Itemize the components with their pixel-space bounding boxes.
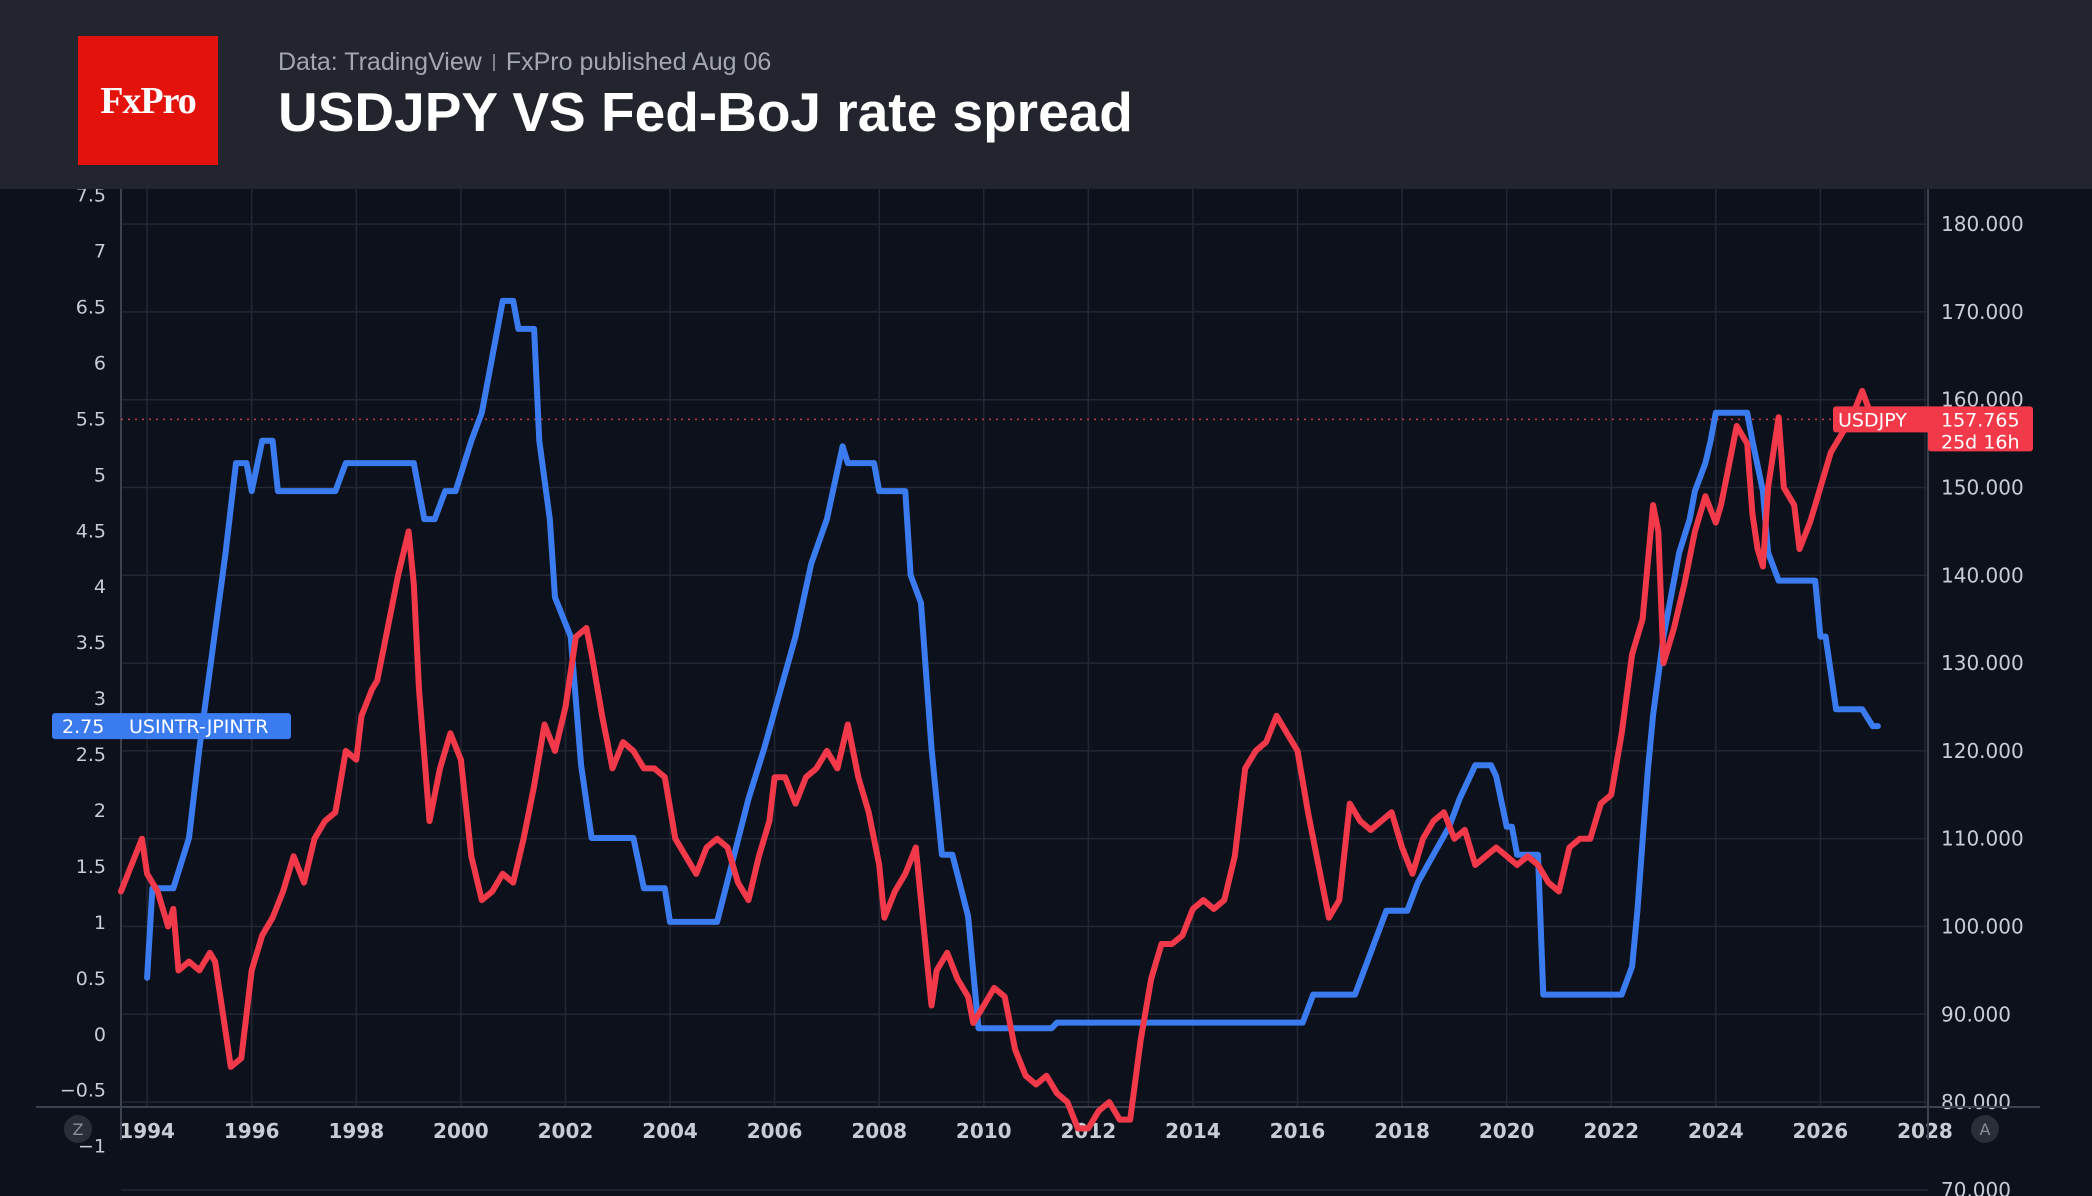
line-chart: 1994 1996 1998 2000 2002 2004 2006 2008 2010 2012… — [36, 189, 2040, 1196]
x-tick-2006: 2006 — [747, 1119, 803, 1143]
right-tick-1: 170.000 — [1941, 300, 2024, 324]
usdjpy-price-label: USDJPY 157.765 25d 16h — [1833, 406, 2033, 453]
left-tick-7: 4 — [94, 576, 106, 598]
right-tick-0: 180.000 — [1941, 212, 2024, 236]
left-tick-2: 6.5 — [76, 296, 106, 318]
left-tick-4: 5.5 — [76, 408, 106, 430]
logo-text: FxPro — [100, 79, 197, 122]
x-axis-ticks: 1994 1996 1998 2000 2002 2004 2006 2008 2010 2012… — [119, 1119, 1952, 1143]
left-tick-13: 1 — [94, 912, 106, 934]
x-tick-2008: 2008 — [851, 1119, 907, 1143]
right-tick-10: 80.000 — [1941, 1090, 2011, 1114]
right-tick-3: 150.000 — [1941, 476, 2024, 500]
left-tick-12: 1.5 — [76, 856, 106, 878]
left-tick-14: 0.5 — [76, 968, 106, 990]
published-date: FxPro published Aug 06 — [505, 48, 772, 76]
grid-lines — [121, 189, 1928, 1191]
left-tick-9: 3 — [94, 688, 106, 710]
usdjpy-last-value: 157.765 — [1941, 409, 2020, 431]
fxpro-logo: FxPro — [78, 36, 218, 165]
left-tick-1: 7 — [94, 241, 106, 263]
right-tick-8: 100.000 — [1941, 914, 2024, 938]
x-tick-2014: 2014 — [1165, 1119, 1221, 1143]
usdjpy-bar-countdown: 25d 16h — [1941, 431, 2020, 453]
x-tick-2016: 2016 — [1270, 1119, 1326, 1143]
x-tick-2022: 2022 — [1583, 1119, 1639, 1143]
usintr-jpintr-price-label: 2.75 USINTR-JPINTR — [52, 713, 291, 740]
left-tick-6: 4.5 — [76, 520, 106, 542]
right-tick-5: 130.000 — [1941, 651, 2024, 675]
publication-info: Data: TradingView FxPro published Aug 06 — [278, 48, 771, 77]
x-tick-2028: 2028 — [1897, 1119, 1953, 1143]
scale-button-right-label: A — [1980, 1120, 1991, 1139]
x-tick-2002: 2002 — [538, 1119, 594, 1143]
x-tick-2004: 2004 — [642, 1119, 698, 1143]
left-axis-ticks: 7.5 7 6.5 6 5.5 5 4.5 4 3.5 3 2.5 2 1.5 1 0.5 0 −0.5 −1 — [60, 189, 106, 1158]
scale-button-right[interactable]: A — [1971, 1115, 1999, 1143]
separator — [492, 54, 495, 71]
right-tick-4: 140.000 — [1941, 563, 2024, 587]
x-tick-2018: 2018 — [1374, 1119, 1430, 1143]
x-tick-1998: 1998 — [328, 1119, 384, 1143]
right-tick-7: 110.000 — [1941, 827, 2024, 851]
left-tick-5: 5 — [94, 464, 106, 486]
x-tick-2024: 2024 — [1688, 1119, 1744, 1143]
page-title: USDJPY VS Fed-BoJ rate spread — [278, 81, 1133, 143]
right-axis-ticks: 180.000170.000160.000150.000140.000130.0… — [1941, 212, 2024, 1196]
usintr-jpintr-series-name: USINTR-JPINTR — [129, 716, 268, 738]
left-tick-0: 7.5 — [76, 189, 106, 207]
series-line-usintr-jpintr — [144, 297, 1881, 1032]
left-tick-10: 2.5 — [76, 744, 106, 766]
x-tick-2000: 2000 — [433, 1119, 489, 1143]
x-tick-2020: 2020 — [1479, 1119, 1535, 1143]
left-tick-3: 6 — [94, 352, 106, 374]
usdjpy-series-name: USDJPY — [1838, 409, 1907, 431]
right-tick-9: 90.000 — [1941, 1002, 2011, 1026]
left-tick-8: 3.5 — [76, 632, 106, 654]
x-tick-2026: 2026 — [1793, 1119, 1849, 1143]
left-tick-11: 2 — [94, 800, 106, 822]
left-tick-16: −0.5 — [60, 1080, 106, 1102]
scale-button-left-label: Z — [73, 1120, 84, 1139]
x-tick-1996: 1996 — [224, 1119, 280, 1143]
usintr-jpintr-last-value: 2.75 — [62, 716, 104, 738]
x-tick-2010: 2010 — [956, 1119, 1012, 1143]
x-tick-1994: 1994 — [119, 1119, 175, 1143]
scale-button-left[interactable]: Z — [64, 1115, 92, 1143]
data-source: Data: TradingView — [278, 48, 482, 76]
right-tick-6: 120.000 — [1941, 739, 2024, 763]
left-tick-17: −1 — [78, 1136, 106, 1158]
right-tick-11: 70.000 — [1941, 1178, 2011, 1196]
series-line-usdjpy — [118, 387, 1876, 1132]
chart-header: FxPro Data: TradingView FxPro published A… — [0, 0, 2092, 189]
left-tick-15: 0 — [94, 1024, 106, 1046]
